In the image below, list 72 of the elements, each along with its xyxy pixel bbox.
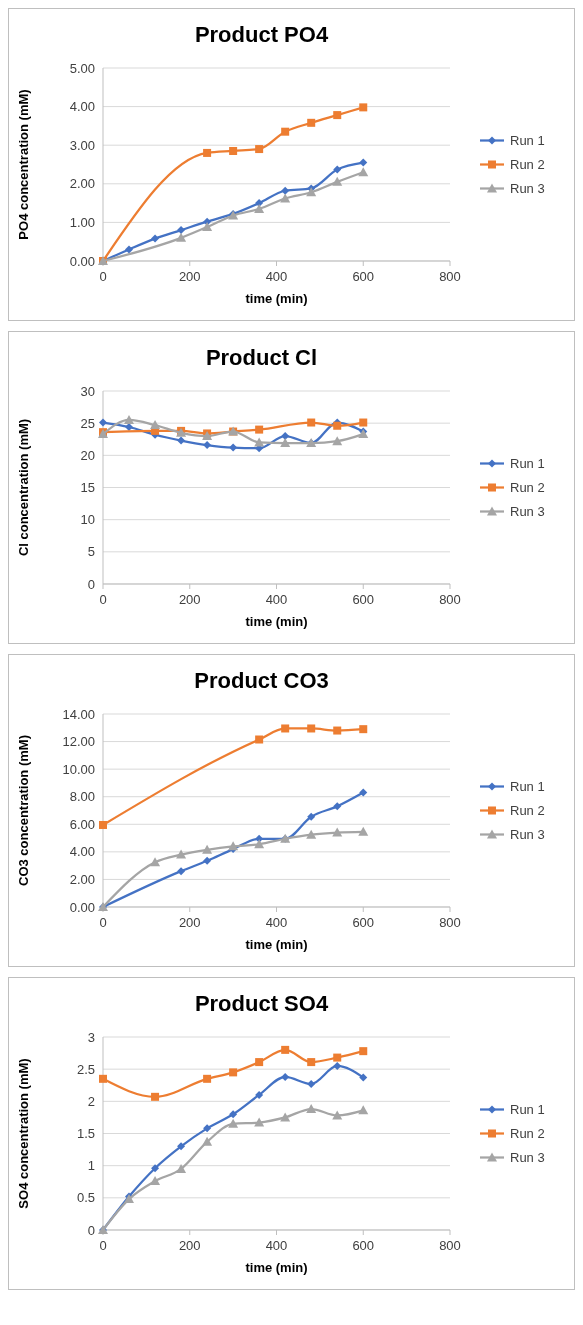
y-tick-label: 2.00	[69, 176, 95, 192]
y-tick-label: 1	[87, 1158, 95, 1174]
x-tick-label: 600	[352, 592, 375, 607]
legend-label: Run 2	[510, 1126, 545, 1141]
x-tick-label: 200	[178, 1238, 201, 1253]
x-tick-label: 0	[99, 915, 107, 930]
x-tick-label: 200	[178, 915, 201, 930]
legend-label: Run 2	[510, 480, 545, 495]
y-tick-label: 10	[80, 512, 95, 528]
x-tick-label: 200	[178, 592, 201, 607]
y-tick-label: 3.00	[69, 137, 95, 153]
y-tick-label: 4.00	[69, 844, 95, 860]
legend-label: Run 1	[510, 1102, 545, 1117]
legend-label: Run 2	[510, 157, 545, 172]
legend-label: Run 1	[510, 779, 545, 794]
chart-title: Product PO4	[194, 22, 329, 47]
x-tick-label: 800	[439, 269, 461, 284]
legend-label: Run 3	[510, 504, 545, 519]
x-tick-label: 0	[99, 269, 107, 284]
legend-label: Run 1	[510, 456, 545, 471]
y-tick-label: 10.00	[62, 761, 95, 777]
x-tick-label: 600	[352, 269, 375, 284]
y-axis-title: PO4 concentration (mM)	[16, 89, 31, 240]
y-tick-label: 0.00	[69, 253, 95, 269]
y-tick-label: 3	[87, 1029, 95, 1045]
x-tick-label: 0	[99, 1238, 107, 1253]
x-axis-title: time (min)	[245, 291, 308, 306]
y-tick-label: 8.00	[69, 789, 95, 805]
x-tick-label: 600	[352, 915, 375, 930]
y-tick-label: 0	[87, 1222, 95, 1238]
y-tick-label: 12.00	[62, 734, 95, 750]
x-tick-label: 800	[439, 592, 461, 607]
legend-label: Run 3	[510, 181, 545, 196]
legend-label: Run 3	[510, 1150, 545, 1165]
y-tick-label: 2	[87, 1093, 95, 1109]
y-tick-label: 1.00	[69, 214, 95, 230]
chart-title: Product SO4	[194, 991, 329, 1016]
y-tick-label: 25	[80, 415, 95, 431]
x-tick-label: 800	[439, 915, 461, 930]
x-axis-title: time (min)	[245, 1260, 308, 1275]
legend-label: Run 3	[510, 827, 545, 842]
x-axis-title: time (min)	[245, 614, 308, 629]
y-tick-label: 1.5	[76, 1126, 95, 1141]
x-tick-label: 400	[265, 915, 288, 930]
y-tick-label: 2.5	[76, 1061, 95, 1077]
x-tick-label: 400	[265, 269, 288, 284]
chart-title: Product Cl	[205, 345, 318, 370]
y-axis-title: SO4 concentration (mM)	[16, 1058, 31, 1209]
y-tick-label: 5.00	[69, 60, 95, 76]
x-tick-label: 200	[178, 269, 201, 284]
y-tick-label: 0.5	[76, 1190, 95, 1206]
x-tick-label: 600	[352, 1238, 375, 1253]
y-tick-label: 20	[80, 447, 95, 463]
y-tick-label: 0.00	[69, 899, 95, 915]
y-axis-title: CO3 concentration (mM)	[16, 735, 31, 886]
y-tick-label: 15	[80, 480, 95, 495]
y-tick-label: 30	[80, 383, 95, 399]
y-tick-label: 14.00	[62, 706, 95, 722]
chart-title: Product CO3	[194, 668, 329, 693]
x-tick-label: 400	[265, 1238, 288, 1253]
x-axis-title: time (min)	[245, 937, 308, 952]
y-tick-label: 0	[87, 576, 95, 592]
x-tick-label: 400	[265, 592, 288, 607]
y-tick-label: 2.00	[69, 871, 95, 887]
x-tick-label: 0	[99, 592, 107, 607]
y-tick-label: 4.00	[69, 99, 95, 115]
x-tick-label: 800	[439, 1238, 461, 1253]
legend-label: Run 1	[510, 133, 545, 148]
legend-label: Run 2	[510, 803, 545, 818]
y-axis-title: Cl concentration (mM)	[16, 418, 31, 557]
y-tick-label: 6.00	[69, 816, 95, 832]
y-tick-label: 5	[87, 544, 95, 560]
